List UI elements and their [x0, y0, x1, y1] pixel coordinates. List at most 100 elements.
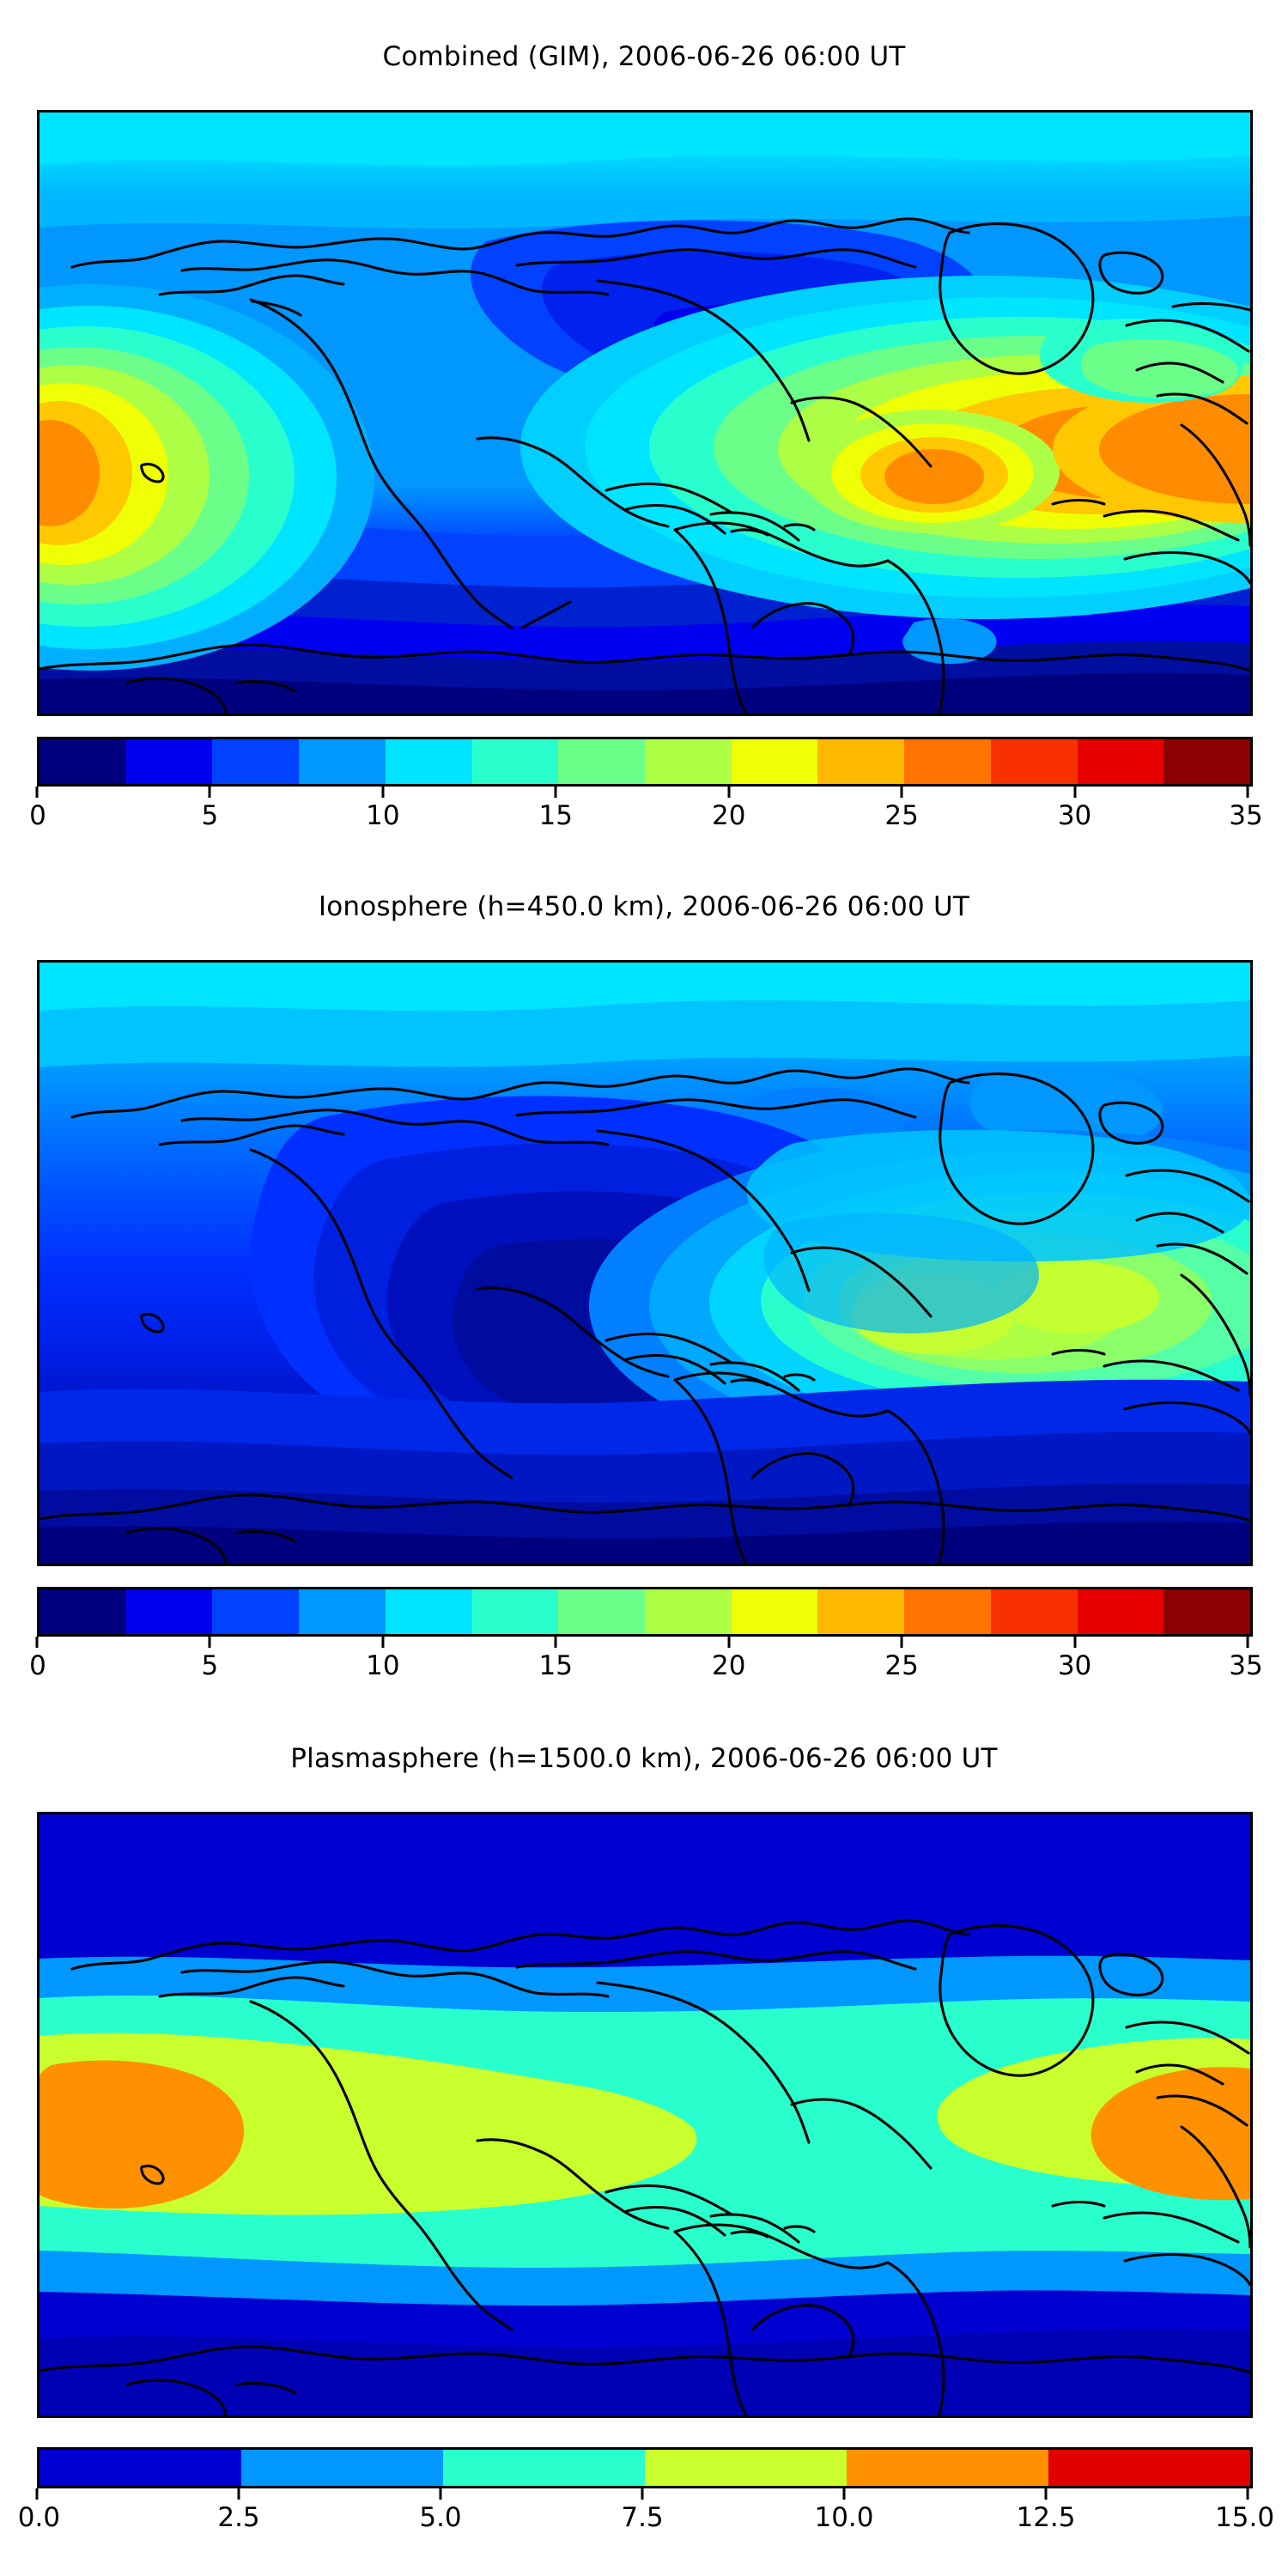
colorbar-segment	[645, 1589, 732, 1634]
colorbar-tick-label: 10.0	[814, 2502, 874, 2533]
colorbar-plasmasphere-axis: 0.0 2.5 5.0 7.5 10.0 12.5 15.0	[18, 2486, 1274, 2533]
colorbar-segment	[471, 1589, 559, 1634]
colorbar-tick	[381, 1637, 385, 1648]
colorbar-tick-label: 25	[884, 1650, 919, 1681]
colorbar-tick	[1246, 2488, 1249, 2500]
panel-title-plasmasphere: Plasmasphere (h=1500.0 km), 2006-06-26 0…	[290, 1743, 998, 1774]
colorbar-segment	[731, 739, 818, 784]
map-ionosphere	[37, 960, 1253, 1566]
colorbar-tick	[208, 1637, 211, 1648]
colorbar-segment	[299, 739, 386, 784]
colorbar-baseline	[37, 1634, 1253, 1637]
map-ionosphere-svg	[39, 963, 1250, 1564]
colorbar-segment	[1077, 1589, 1164, 1634]
colorbar-tick	[842, 2488, 846, 2500]
colorbar-segment	[1077, 739, 1164, 784]
colorbar-tick-label: 10	[366, 800, 400, 831]
colorbar-tick	[1246, 787, 1249, 798]
map-combined-gim	[37, 110, 1253, 716]
colorbar-segment	[990, 1589, 1078, 1634]
colorbar-tick	[208, 787, 211, 798]
colorbar-segment	[817, 739, 905, 784]
colorbar-tick	[35, 2488, 39, 2500]
colorbar-tick	[1073, 787, 1077, 798]
colorbar-tick-label: 30	[1057, 800, 1092, 831]
colorbar-tick-label: 20	[711, 1650, 746, 1681]
colorbar-baseline	[37, 2486, 1253, 2488]
colorbar-segment	[385, 1589, 472, 1634]
colorbar-tick-label: 30	[1057, 1650, 1092, 1681]
colorbar-tick-label: 5	[201, 800, 219, 831]
colorbar-tick	[35, 1637, 39, 1648]
colorbar-segment	[558, 739, 646, 784]
colorbar-segment	[1163, 739, 1251, 784]
colorbar-tick-label: 15	[538, 800, 574, 831]
colorbar-tick	[641, 2488, 644, 2500]
colorbar-tick	[900, 1637, 903, 1648]
colorbar-combined-gim: 0 5 10 15 20 25 30 35	[29, 737, 1263, 831]
colorbar-segment	[39, 2450, 241, 2486]
colorbar-segment	[817, 1589, 905, 1634]
colorbar-segment	[125, 1589, 213, 1634]
colorbar-segment	[847, 2450, 1048, 2486]
colorbar-segment	[39, 1589, 126, 1634]
panel-plasmasphere: Plasmasphere (h=1500.0 km), 2006-06-26 0…	[0, 1743, 1288, 1774]
colorbar-segment	[558, 1589, 646, 1634]
colorbar-tick	[439, 2488, 442, 2500]
colorbar-segment	[443, 2450, 645, 2486]
colorbar-tick	[381, 787, 385, 798]
panel-title-combined-gim: Combined (GIM), 2006-06-26 06:00 UT	[382, 41, 906, 72]
colorbar-tick-label: 12.5	[1016, 2502, 1076, 2533]
colorbar-segment	[471, 739, 559, 784]
colorbar-tick-label: 0.0	[17, 2502, 61, 2533]
colorbar-tick	[900, 787, 903, 798]
colorbar-segment	[125, 739, 213, 784]
colorbar-plasmasphere-strip	[37, 2447, 1253, 2488]
colorbar-tick	[727, 787, 731, 798]
colorbar-tick	[1073, 1637, 1077, 1648]
colorbar-tick-label: 20	[711, 800, 746, 831]
colorbar-tick-label: 15	[538, 1650, 574, 1681]
colorbar-tick	[1246, 1637, 1249, 1648]
colorbar-tick-label: 0	[29, 1650, 46, 1681]
colorbar-segment	[904, 1589, 991, 1634]
colorbar-baseline	[37, 784, 1253, 787]
colorbar-tick-label: 10	[366, 1650, 400, 1681]
panel-combined-gim: Combined (GIM), 2006-06-26 06:00 UT	[0, 41, 1288, 72]
panel-title-ionosphere: Ionosphere (h=450.0 km), 2006-06-26 06:0…	[318, 891, 970, 922]
colorbar-segment	[212, 739, 300, 784]
colorbar-plasmasphere: 0.0 2.5 5.0 7.5 10.0 12.5 15.0	[18, 2447, 1274, 2542]
map-plasmasphere-svg	[39, 1814, 1250, 2415]
colorbar-combined-gim-strip	[37, 737, 1253, 787]
colorbar-tick	[35, 787, 39, 798]
colorbar-tick-label: 0	[29, 800, 46, 831]
colorbar-segment	[990, 739, 1078, 784]
colorbar-tick	[554, 787, 557, 798]
colorbar-tick-label: 15.0	[1215, 2502, 1275, 2533]
colorbar-ionosphere: 0 5 10 15 20 25 30 35	[29, 1587, 1263, 1681]
colorbar-segment	[645, 2450, 847, 2486]
colorbar-segment	[39, 739, 126, 784]
panel-ionosphere: Ionosphere (h=450.0 km), 2006-06-26 06:0…	[0, 891, 1288, 922]
colorbar-tick-label: 7.5	[621, 2502, 664, 2533]
colorbar-ionosphere-strip	[37, 1587, 1253, 1637]
colorbar-segment	[904, 739, 991, 784]
colorbar-segment	[299, 1589, 386, 1634]
colorbar-tick-label: 25	[884, 800, 919, 831]
colorbar-segment	[212, 1589, 300, 1634]
colorbar-segment	[731, 1589, 818, 1634]
map-plasmasphere	[37, 1812, 1253, 2418]
colorbar-tick-label: 5	[201, 1650, 219, 1681]
colorbar-segment	[1048, 2450, 1250, 2486]
colorbar-tick	[554, 1637, 557, 1648]
colorbar-tick-label: 35	[1229, 1650, 1263, 1681]
colorbar-tick-label: 35	[1229, 800, 1263, 831]
colorbar-tick-label: 2.5	[217, 2502, 260, 2533]
colorbar-tick	[237, 2488, 240, 2500]
colorbar-tick-label: 5.0	[419, 2502, 462, 2533]
colorbar-segment	[1163, 1589, 1251, 1634]
colorbar-tick	[727, 1637, 731, 1648]
colorbar-segment	[385, 739, 472, 784]
colorbar-segment	[241, 2450, 443, 2486]
